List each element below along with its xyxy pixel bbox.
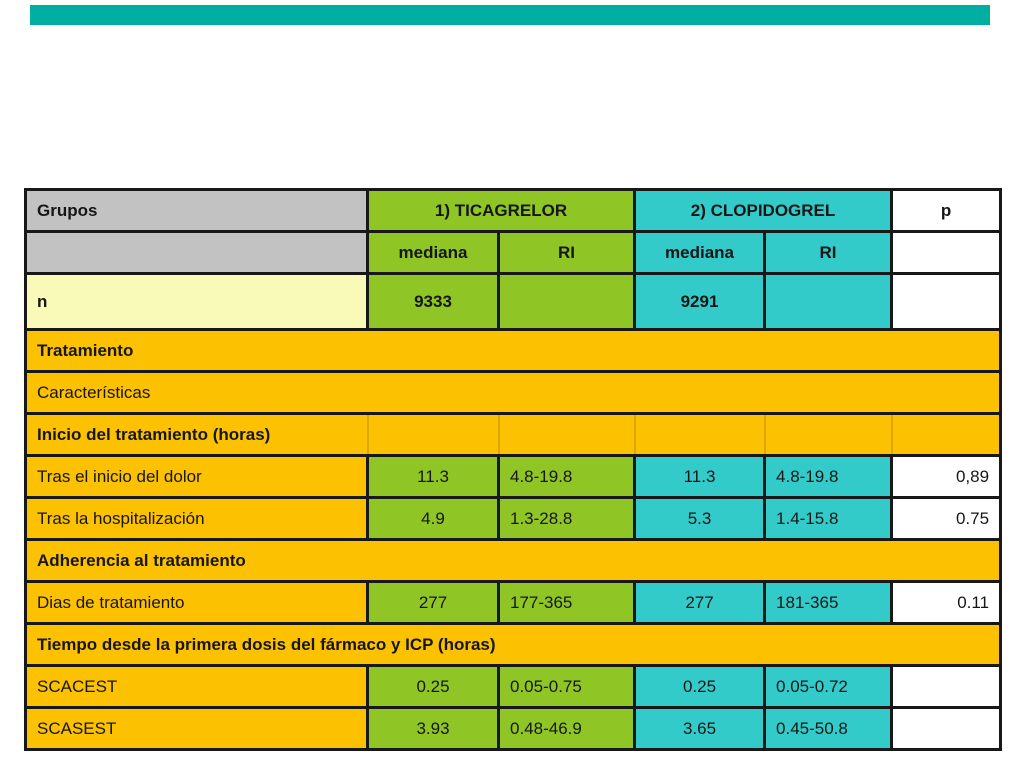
grupos-header-cell: Grupos <box>24 188 369 233</box>
data-row: Dias de tratamiento 277 177-365 277 181-365 0… <box>24 580 1003 625</box>
clopidogrel-mediana-cell: 277 <box>633 580 767 625</box>
section-filler-cell <box>763 412 893 457</box>
data-row: SCACEST 0.25 0.05-0.75 0.25 0.05-0.72 <box>24 664 1003 709</box>
section-label-cell: Adherencia al tratamiento <box>23 538 1003 583</box>
clopidogrel-mediana-cell: 11.3 <box>633 454 767 499</box>
section-row: Adherencia al tratamiento <box>23 538 1003 583</box>
p-header-cell: p <box>890 188 1003 233</box>
row-label-cell: SCASEST <box>24 706 369 751</box>
group-header-row: Grupos 1) TICAGRELOR 2) CLOPIDOGREL p <box>24 188 1003 233</box>
ticagrelor-ri-header: RI <box>496 230 637 275</box>
ticagrelor-n-cell: 9333 <box>366 272 500 331</box>
ticagrelor-mediana-cell: 4.9 <box>366 496 500 541</box>
title-accent-bar <box>30 5 990 25</box>
empty-p-cell <box>890 230 1003 275</box>
clopidogrel-mediana-header: mediana <box>633 230 767 275</box>
p-value-cell: 0,89 <box>890 454 1003 499</box>
row-label-cell: Tras el inicio del dolor <box>24 454 369 499</box>
section-filler-cell <box>890 412 1003 457</box>
comparison-table-container: Grupos 1) TICAGRELOR 2) CLOPIDOGREL p me… <box>23 188 1003 751</box>
clopidogrel-n-cell: 9291 <box>633 272 767 331</box>
empty-p-cell <box>890 272 1003 331</box>
ticagrelor-mediana-cell: 11.3 <box>366 454 500 499</box>
section-filler-cell <box>633 412 766 457</box>
clopidogrel-header-cell: 2) CLOPIDOGREL <box>633 188 894 233</box>
clopidogrel-ri-cell: 0.05-0.72 <box>763 664 894 709</box>
clopidogrel-mediana-cell: 3.65 <box>633 706 767 751</box>
clopidogrel-mediana-cell: 5.3 <box>633 496 767 541</box>
clopidogrel-ri-header: RI <box>763 230 894 275</box>
empty-gray-cell <box>24 230 369 275</box>
p-value-cell <box>890 706 1003 751</box>
p-value-cell <box>890 664 1003 709</box>
empty-teal-cell <box>763 272 894 331</box>
ticagrelor-ri-cell: 1.3-28.8 <box>496 496 637 541</box>
p-value-cell: 0.75 <box>890 496 1003 541</box>
clopidogrel-ri-cell: 0.45-50.8 <box>763 706 894 751</box>
empty-green-cell <box>496 272 637 331</box>
ticagrelor-mediana-header: mediana <box>366 230 500 275</box>
section-row: Tratamiento <box>23 328 1003 373</box>
section-label-cell: Inicio del tratamiento (horas) <box>24 412 369 457</box>
ticagrelor-mediana-cell: 277 <box>366 580 500 625</box>
ticagrelor-ri-cell: 0.48-46.9 <box>496 706 637 751</box>
clopidogrel-ri-cell: 181-365 <box>763 580 894 625</box>
clopidogrel-ri-cell: 4.8-19.8 <box>763 454 894 499</box>
section-row: Inicio del tratamiento (horas) <box>24 412 1003 457</box>
section-filler-cell <box>497 412 636 457</box>
ticagrelor-ri-cell: 0.05-0.75 <box>496 664 637 709</box>
row-label-cell: Dias de tratamiento <box>24 580 369 625</box>
section-row: Características <box>23 370 1003 415</box>
section-row: Tiempo desde la primera dosis del fármac… <box>23 622 1003 667</box>
ticagrelor-ri-cell: 177-365 <box>496 580 637 625</box>
comparison-table: Grupos 1) TICAGRELOR 2) CLOPIDOGREL p me… <box>23 188 1003 751</box>
stat-header-row: mediana RI mediana RI <box>24 230 1003 275</box>
ticagrelor-mediana-cell: 0.25 <box>366 664 500 709</box>
data-row: SCASEST 3.93 0.48-46.9 3.65 0.45-50.8 <box>24 706 1003 751</box>
data-row: Tras el inicio del dolor 11.3 4.8-19.8 11.3… <box>24 454 1003 499</box>
n-row: n 9333 9291 <box>24 272 1003 331</box>
data-row: Tras la hospitalización 4.9 1.3-28.8 5.3 1.4… <box>24 496 1003 541</box>
clopidogrel-mediana-cell: 0.25 <box>633 664 767 709</box>
clopidogrel-ri-cell: 1.4-15.8 <box>763 496 894 541</box>
ticagrelor-mediana-cell: 3.93 <box>366 706 500 751</box>
section-filler-cell <box>366 412 500 457</box>
section-label-cell: Características <box>23 370 1003 415</box>
section-label-cell: Tiempo desde la primera dosis del fármac… <box>23 622 1003 667</box>
p-value-cell: 0.11 <box>890 580 1003 625</box>
row-label-cell: SCACEST <box>24 664 369 709</box>
ticagrelor-ri-cell: 4.8-19.8 <box>496 454 637 499</box>
ticagrelor-header-cell: 1) TICAGRELOR <box>365 188 637 233</box>
n-label-cell: n <box>24 272 369 331</box>
section-label-cell: Tratamiento <box>23 328 1003 373</box>
row-label-cell: Tras la hospitalización <box>24 496 369 541</box>
